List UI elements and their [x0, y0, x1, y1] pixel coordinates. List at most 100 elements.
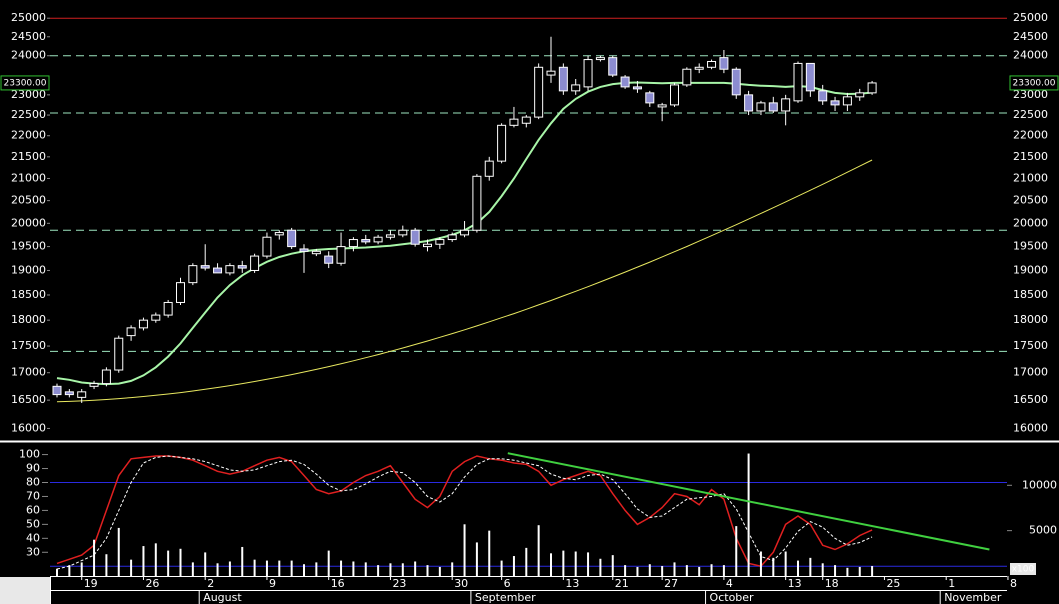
candle-body: [830, 100, 840, 106]
volume-bar: [834, 565, 837, 576]
candle-body: [262, 236, 272, 257]
candle-body: [608, 57, 618, 76]
volume-bar: [315, 562, 318, 576]
candle-body: [867, 82, 877, 94]
candle-body: [64, 391, 74, 396]
volume-bar: [821, 563, 824, 576]
candle-body: [200, 265, 210, 269]
corner-box: [0, 577, 50, 604]
y-tick-label: 16000: [1013, 421, 1048, 434]
volume-bar: [216, 563, 219, 576]
y-tick-label: 80: [26, 475, 40, 488]
candle-body: [460, 229, 470, 236]
y-tick-label: 19500: [1013, 240, 1048, 253]
x-tick-label: 30: [454, 577, 468, 590]
candle-body: [497, 124, 507, 162]
candle-body: [657, 104, 667, 108]
candle-body: [361, 239, 371, 243]
volume-bar: [451, 562, 454, 576]
candle-body: [423, 243, 432, 248]
candle-body: [484, 160, 494, 177]
volume-bar: [327, 550, 330, 576]
y-tick-label: 18000: [1013, 313, 1048, 326]
candle-body: [534, 66, 544, 118]
candle-body: [237, 265, 247, 269]
y-tick-label: 20000: [11, 216, 46, 229]
volume-bar: [204, 552, 207, 576]
y-tick-label: 60: [26, 503, 40, 516]
volume-bar: [438, 566, 441, 576]
unit-box: [1010, 563, 1036, 575]
volume-bar: [636, 566, 639, 576]
y-tick-label: 40: [26, 531, 40, 544]
y-tick-label: 17000: [1013, 366, 1048, 379]
candle-body: [188, 265, 198, 284]
x-tick-label: 18: [825, 577, 839, 590]
candle-body: [571, 84, 581, 92]
volume-bar: [846, 567, 849, 576]
volume-bar: [871, 566, 874, 576]
candle-body: [472, 175, 482, 231]
volume-bar: [80, 562, 83, 576]
volume-bar: [611, 555, 614, 576]
candle-body: [781, 98, 791, 112]
candle-body: [151, 314, 161, 321]
volume-bar: [525, 547, 528, 576]
y-tick-label: 16000: [11, 421, 46, 434]
x-tick-label: 1: [948, 577, 955, 590]
y-tick-label: 19000: [11, 263, 46, 276]
volume-bar: [587, 552, 590, 576]
volume-bar: [179, 548, 182, 576]
y-tick-label: 19500: [11, 240, 46, 253]
volume-bar: [512, 556, 515, 576]
volume-bar: [488, 530, 491, 576]
candle-body: [163, 301, 173, 316]
candle-body: [694, 66, 704, 70]
y-tick-label: 23000: [11, 88, 46, 101]
candle-body: [768, 102, 778, 112]
candle-body: [410, 229, 420, 245]
x-tick-label: 27: [664, 577, 678, 590]
month-label: September: [475, 591, 536, 604]
last-price-box: [1009, 75, 1059, 91]
volume-bar: [722, 565, 725, 576]
candle-body: [299, 248, 309, 252]
volume-bar: [340, 560, 343, 576]
y-tick-label: 24500: [1013, 30, 1048, 43]
volume-bar: [661, 566, 664, 576]
candle-body: [756, 102, 766, 112]
volume-bar: [352, 561, 355, 576]
candle-body: [558, 66, 568, 92]
candle-body: [250, 255, 260, 271]
volume-bar: [117, 527, 120, 576]
volume-bar: [624, 565, 627, 576]
volume-bar: [303, 564, 305, 576]
y-tick-label: 17500: [11, 339, 46, 352]
candle-body: [138, 319, 148, 329]
volume-bar: [537, 525, 540, 576]
candle-body: [842, 96, 852, 106]
candle-body: [287, 229, 297, 248]
y-tick-label: 21000: [11, 171, 46, 184]
month-label: November: [944, 591, 1002, 604]
x-tick-label: 23: [392, 577, 406, 590]
y-tick-label: 50: [26, 517, 40, 530]
candle-body: [719, 57, 729, 70]
volume-bar: [130, 559, 133, 576]
volume-bar: [228, 561, 231, 576]
volume-bar: [648, 564, 651, 576]
volume-bar: [784, 551, 787, 576]
volume-bar: [562, 550, 565, 576]
moving-average: [56, 159, 873, 403]
volume-bar: [858, 566, 861, 576]
volume-bar: [599, 558, 602, 576]
x-tick-label: 19: [84, 577, 98, 590]
y2-unit: x100: [1012, 565, 1035, 575]
y-tick-label: 24500: [11, 30, 46, 43]
candle-body: [521, 116, 531, 124]
volume-bar: [389, 563, 392, 576]
y-tick-label: 16500: [11, 393, 46, 406]
volume-bar: [278, 560, 281, 576]
volume-bar: [698, 566, 701, 576]
